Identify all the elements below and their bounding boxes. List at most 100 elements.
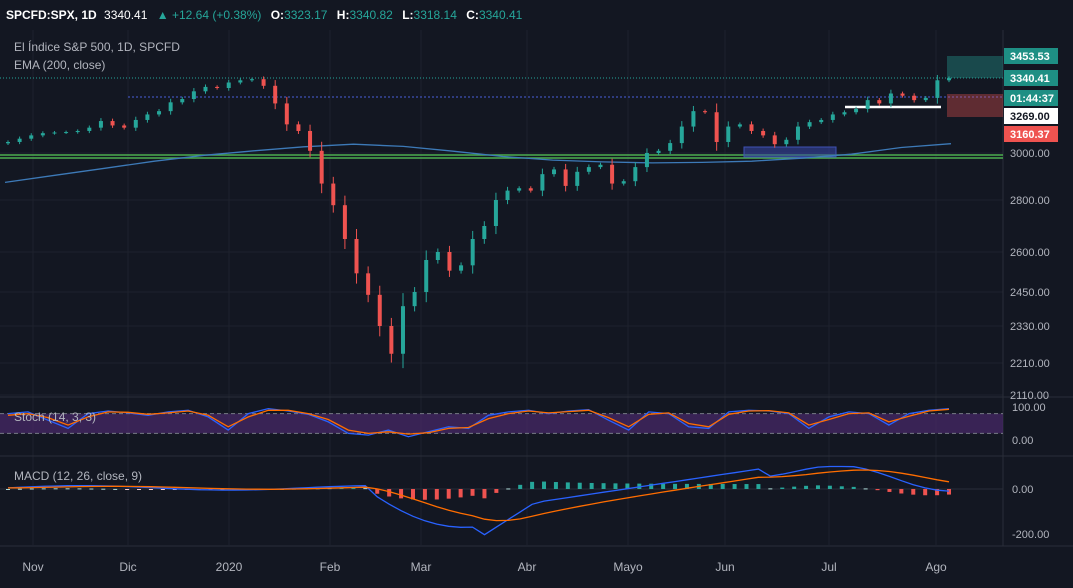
candle-body: [412, 292, 417, 307]
candle-body: [935, 80, 940, 98]
candle-body: [400, 306, 405, 354]
signal-line: [7, 469, 950, 522]
candle-body: [133, 119, 138, 128]
chart-background: [0, 30, 1073, 588]
candle-body: [703, 111, 708, 113]
candle-body: [633, 167, 638, 182]
macd-histogram-bar: [530, 481, 535, 489]
candles: [6, 74, 951, 369]
candle-body: [598, 164, 603, 168]
candle-body: [784, 139, 789, 145]
macd-pane: 0.00 -200.00: [0, 465, 1049, 541]
macd-histogram-bar: [935, 489, 940, 496]
candle-body: [87, 127, 92, 131]
macd-histogram-bar: [29, 488, 34, 490]
macd-histogram-bar: [732, 484, 737, 489]
time-tick-label: Dic: [119, 560, 136, 574]
candle-body: [726, 126, 731, 142]
price-badge-bg: [1004, 70, 1058, 86]
price-tick-label: 2210.00: [1010, 358, 1050, 370]
candle-body: [435, 252, 440, 260]
candle-body: [180, 99, 185, 103]
candle-body: [807, 122, 812, 127]
time-tick-label: Nov: [22, 560, 43, 574]
candle-body: [714, 112, 719, 142]
candle-body: [308, 130, 313, 151]
candle-body: [842, 112, 847, 115]
macd-histogram-bar: [577, 482, 582, 489]
candle-body: [319, 150, 324, 184]
macd-histogram-bar: [613, 483, 618, 489]
ema-legend[interactable]: EMA (200, close): [14, 58, 105, 72]
last-price: 3340.41: [104, 8, 148, 22]
macd-histogram-bar: [720, 484, 725, 489]
candle-body: [191, 91, 196, 100]
candle-body: [912, 95, 917, 101]
macd-histogram-bar: [649, 483, 654, 489]
price-tick-label: 3000.00: [1010, 148, 1050, 160]
macd-histogram-bar: [458, 489, 463, 498]
candle-body: [795, 126, 800, 140]
macd-histogram-bar: [446, 489, 451, 499]
macd-histogram-bar: [947, 489, 951, 495]
axes: 3000.00 2800.00 2600.00 2450.00 2330.00 2210.…: [22, 48, 1058, 574]
price-tick-label: 2110.00: [1010, 390, 1049, 402]
candle-body: [366, 273, 371, 295]
chart-title: El Índice S&P 500, 1D, SPCFD: [14, 39, 180, 54]
candle-body: [354, 239, 359, 274]
candle-body: [517, 188, 522, 191]
macd-histogram-bar: [863, 488, 868, 490]
stoch-band: [0, 413, 1003, 434]
candle-body: [819, 119, 824, 123]
low-value: 3318.14: [413, 8, 457, 22]
macd-histogram-bar: [41, 488, 46, 490]
macd-histogram-bar: [482, 489, 487, 499]
price-badge-bg: [1004, 108, 1058, 124]
price-change: ▲ +12.64 (+0.38%): [156, 8, 262, 22]
time-tick-label: Jul: [821, 560, 836, 574]
macd-histogram-bar: [744, 484, 749, 489]
close-value: 3340.41: [478, 8, 523, 22]
time-tick-label: Jun: [715, 560, 734, 574]
macd-histogram-bar: [553, 482, 558, 489]
macd-histogram-bar: [518, 484, 523, 489]
candle-body: [122, 125, 127, 128]
candle-body: [575, 171, 580, 186]
candle-body: [331, 183, 336, 206]
candle-body: [865, 100, 870, 109]
macd-histogram-bar: [792, 486, 797, 489]
macd-histogram-bar: [625, 483, 630, 489]
price-chart[interactable]: 100.00 0.00 0.00 -200.00 3000.00 2800.00 260…: [0, 30, 1073, 588]
macd-histogram-bar: [351, 488, 356, 490]
macd-histogram-bar: [410, 489, 415, 500]
macd-histogram-bar: [923, 489, 928, 496]
candle-body: [888, 93, 893, 104]
macd-histogram-bar: [494, 489, 499, 493]
macd-histogram-bar: [542, 481, 547, 489]
candle-body: [830, 114, 835, 120]
candle-body: [296, 124, 301, 131]
macd-histogram-bar: [911, 489, 916, 495]
macd-histogram-bar: [815, 485, 820, 489]
ema-200-line: [4, 143, 952, 184]
price-badge: 3160.37: [1010, 129, 1050, 141]
time-tick-label: Abr: [518, 560, 537, 574]
macd-legend[interactable]: MACD (12, 26, close, 9): [14, 469, 142, 483]
candle-body: [75, 130, 80, 133]
candle-body: [17, 138, 22, 142]
macd-histogram-bar: [17, 488, 22, 490]
macd-histogram-bar: [172, 489, 177, 490]
macd-tick-label: 0.00: [1012, 484, 1033, 496]
macd-histogram-bar: [756, 484, 761, 489]
position-profit-box: [947, 56, 1003, 78]
symbol-label[interactable]: SPCFD:SPX, 1D: [6, 8, 97, 22]
macd-histogram-bar: [684, 483, 689, 489]
price-badge-bg: [1004, 90, 1058, 106]
stoch-legend[interactable]: Stoch (14, 3, 3): [14, 410, 96, 424]
candle-body: [772, 135, 777, 145]
macd-histogram-bar: [113, 488, 118, 490]
macd-histogram-bar: [768, 488, 773, 490]
candle-body: [40, 133, 45, 136]
candle-body: [923, 97, 928, 101]
candle-body: [145, 114, 150, 120]
